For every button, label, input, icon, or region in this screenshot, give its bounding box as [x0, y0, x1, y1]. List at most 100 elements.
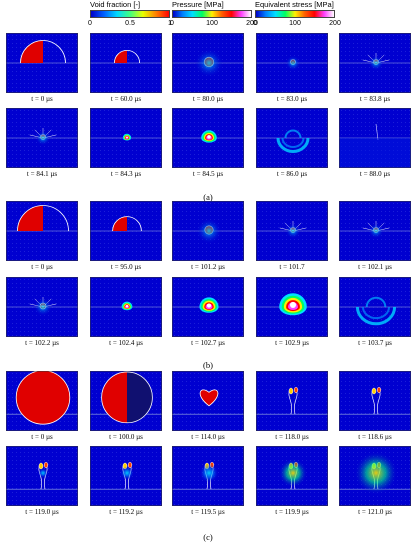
velocity-vector — [156, 331, 157, 332]
velocity-vector — [8, 287, 9, 288]
velocity-vector — [190, 279, 191, 280]
velocity-vector — [266, 87, 267, 88]
velocity-vector — [8, 138, 9, 139]
velocity-vector — [234, 231, 235, 232]
velocity-vector — [353, 75, 354, 76]
velocity-vector — [48, 150, 49, 151]
velocity-vector — [377, 47, 378, 48]
velocity-vector — [190, 122, 191, 123]
velocity-vector — [112, 166, 113, 167]
velocity-vector — [72, 239, 73, 240]
velocity-vector — [76, 166, 77, 167]
velocity-vector — [144, 47, 145, 48]
velocity-vector — [40, 287, 41, 288]
velocity-vector — [124, 287, 125, 288]
velocity-vector — [381, 110, 382, 111]
velocity-vector — [40, 146, 41, 147]
velocity-vector — [174, 142, 175, 143]
velocity-vector — [341, 75, 342, 76]
velocity-vector — [318, 239, 319, 240]
velocity-vector — [8, 35, 9, 36]
velocity-vector — [194, 146, 195, 147]
velocity-vector — [409, 231, 410, 232]
velocity-vector — [345, 231, 346, 232]
solid-region — [339, 138, 411, 168]
velocity-vector — [108, 311, 109, 312]
velocity-vector — [198, 130, 199, 131]
velocity-vector — [369, 215, 370, 216]
velocity-vector — [132, 259, 133, 260]
velocity-vector — [140, 279, 141, 280]
velocity-vector — [12, 331, 13, 332]
velocity-vector — [258, 158, 259, 159]
velocity-vector — [341, 79, 342, 80]
velocity-vector — [302, 259, 303, 260]
velocity-vector — [190, 118, 191, 119]
velocity-vector — [266, 59, 267, 60]
velocity-vector — [20, 299, 21, 300]
velocity-vector — [100, 79, 101, 80]
time-label: t = 102.4 µs — [109, 339, 143, 347]
velocity-vector — [112, 142, 113, 143]
velocity-vector — [92, 287, 93, 288]
velocity-vector — [186, 55, 187, 56]
velocity-vector — [48, 162, 49, 163]
velocity-vector — [96, 67, 97, 68]
velocity-vector — [132, 138, 133, 139]
velocity-vector — [310, 55, 311, 56]
velocity-vector — [76, 291, 77, 292]
velocity-vector — [242, 247, 243, 248]
velocity-vector — [64, 138, 65, 139]
velocity-vector — [68, 79, 69, 80]
velocity-vector — [322, 239, 323, 240]
velocity-vector — [16, 215, 17, 216]
velocity-vector — [377, 207, 378, 208]
velocity-vector — [397, 247, 398, 248]
velocity-vector — [341, 255, 342, 256]
velocity-vector — [60, 315, 61, 316]
velocity-vector — [104, 154, 105, 155]
velocity-vector — [24, 79, 25, 80]
velocity-vector — [242, 243, 243, 244]
velocity-vector — [104, 79, 105, 80]
velocity-vector — [64, 150, 65, 151]
velocity-vector — [226, 247, 227, 248]
velocity-vector — [210, 110, 211, 111]
velocity-vector — [381, 122, 382, 123]
velocity-vector — [373, 259, 374, 260]
colorbar-title: Void fraction [-] — [90, 0, 141, 9]
velocity-vector — [385, 231, 386, 232]
velocity-vector — [64, 247, 65, 248]
velocity-vector — [112, 71, 113, 72]
velocity-vector — [377, 247, 378, 248]
velocity-vector — [270, 207, 271, 208]
velocity-vector — [389, 215, 390, 216]
velocity-vector — [190, 311, 191, 312]
velocity-vector — [234, 110, 235, 111]
velocity-vector — [190, 79, 191, 80]
velocity-vector — [40, 71, 41, 72]
velocity-vector — [294, 239, 295, 240]
velocity-vector — [202, 118, 203, 119]
velocity-vector — [349, 91, 350, 92]
velocity-vector — [92, 211, 93, 212]
velocity-vector — [104, 134, 105, 135]
velocity-vector — [238, 138, 239, 139]
velocity-vector — [64, 259, 65, 260]
velocity-vector — [136, 138, 137, 139]
velocity-vector — [361, 83, 362, 84]
velocity-vector — [262, 134, 263, 135]
velocity-vector — [322, 47, 323, 48]
velocity-vector — [128, 239, 129, 240]
velocity-vector — [302, 219, 303, 220]
simulation-panel: t = 0 µs — [6, 33, 78, 105]
velocity-vector — [318, 203, 319, 204]
velocity-vector — [258, 43, 259, 44]
velocity-vector — [194, 130, 195, 131]
velocity-vector — [314, 235, 315, 236]
velocity-vector — [48, 335, 49, 336]
velocity-vector — [377, 243, 378, 244]
velocity-vector — [144, 203, 145, 204]
velocity-vector — [28, 251, 29, 252]
velocity-vector — [298, 118, 299, 119]
